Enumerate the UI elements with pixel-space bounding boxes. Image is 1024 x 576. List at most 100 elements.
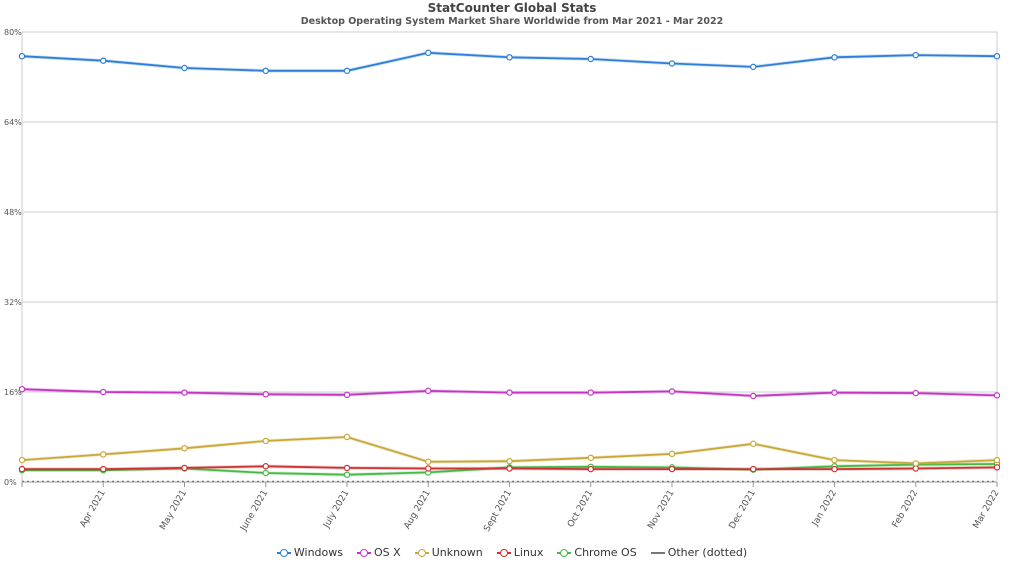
legend-swatch-icon [650, 548, 665, 558]
data-point[interactable] [425, 49, 432, 57]
y-tick-label: 80% [4, 28, 22, 37]
legend-label: Linux [513, 546, 544, 559]
legend-swatch-icon [276, 548, 291, 558]
grid-lines [21, 31, 998, 483]
legend-label: OS X [374, 546, 401, 559]
data-point[interactable] [262, 391, 269, 398]
data-point[interactable] [18, 456, 26, 464]
y-tick-label: 64% [4, 118, 22, 127]
data-point[interactable] [668, 450, 676, 458]
legend-item[interactable]: Chrome OS [557, 546, 637, 559]
legend-item[interactable]: OS X [357, 546, 401, 559]
x-tick-label: Dec 2021 [728, 489, 758, 531]
data-point[interactable] [668, 60, 676, 67]
y-axis-ticks: 0% 16% 32% 48% 64% 80% [4, 28, 22, 487]
data-point[interactable] [506, 54, 513, 61]
data-point[interactable] [18, 52, 26, 60]
data-point[interactable] [993, 392, 1001, 399]
data-point[interactable] [18, 465, 26, 473]
chart-subtitle: Desktop Operating System Market Share Wo… [300, 16, 724, 27]
legend-label: Unknown [431, 546, 483, 559]
x-tick-label: Apr 2021 [79, 489, 108, 530]
data-point[interactable] [262, 437, 269, 445]
data-point[interactable] [262, 463, 269, 470]
y-tick-label: 0% [4, 478, 17, 487]
data-point[interactable] [343, 471, 351, 478]
series-unknown [18, 433, 1001, 467]
y-tick-label: 32% [4, 298, 22, 307]
data-point[interactable] [912, 51, 919, 59]
data-point[interactable] [100, 465, 107, 473]
data-point[interactable] [750, 63, 757, 71]
legend-swatch-icon [496, 548, 511, 558]
legend-item[interactable]: Unknown [414, 546, 483, 559]
plot-area-frame [21, 31, 998, 483]
data-point[interactable] [587, 465, 594, 473]
data-point[interactable] [425, 458, 432, 465]
data-point[interactable] [587, 55, 594, 63]
data-point[interactable] [587, 389, 594, 396]
series-lines [18, 49, 1001, 482]
y-tick-label: 16% [4, 388, 22, 397]
data-point[interactable] [831, 465, 838, 473]
legend-label: Chrome OS [574, 546, 637, 559]
x-tick-label: Nov 2021 [646, 489, 676, 532]
data-point[interactable] [993, 464, 1001, 471]
legend-swatch-icon [414, 548, 429, 558]
data-point[interactable] [181, 464, 188, 472]
data-point[interactable] [425, 465, 432, 472]
data-point[interactable] [668, 388, 676, 395]
x-tick-label: May 2021 [158, 489, 189, 532]
x-tick-label: Oct 2021 [566, 489, 595, 530]
data-point[interactable] [831, 389, 838, 396]
legend-item[interactable]: Linux [496, 546, 544, 559]
data-point[interactable] [831, 54, 838, 61]
legend-swatch-icon [557, 548, 572, 558]
data-point[interactable] [587, 454, 594, 462]
data-point[interactable] [750, 440, 757, 447]
data-point[interactable] [100, 57, 107, 64]
data-point[interactable] [18, 385, 26, 393]
data-point[interactable] [262, 67, 269, 75]
data-point[interactable] [100, 388, 107, 396]
data-point[interactable] [425, 387, 432, 395]
chart-title: StatCounter Global Stats [427, 1, 597, 15]
legend-item[interactable]: Windows [276, 546, 343, 559]
data-point[interactable] [181, 445, 188, 452]
x-tick-label: Feb 2022 [891, 489, 921, 530]
data-point[interactable] [750, 392, 757, 400]
data-point[interactable] [668, 465, 676, 473]
x-axis-ticks: Apr 2021 May 2021 June 2021 July 2021 Aug 20… [21, 482, 1002, 534]
x-tick-label: July 2021 [321, 489, 351, 531]
series-linux [18, 463, 1001, 473]
legend-swatch-icon [357, 548, 371, 558]
data-point[interactable] [343, 433, 351, 441]
series-windows [18, 49, 1001, 75]
data-point[interactable] [750, 465, 757, 473]
data-point[interactable] [506, 465, 513, 472]
legend: Windows OS X Unknown Linux Chrome OS Other (d… [0, 546, 1024, 559]
data-point[interactable] [993, 456, 1001, 464]
data-point[interactable] [100, 451, 107, 458]
legend-label: Windows [293, 546, 343, 559]
data-point[interactable] [831, 456, 838, 464]
x-tick-label: Aug 2021 [403, 489, 433, 532]
data-point[interactable] [343, 391, 351, 399]
data-point[interactable] [181, 64, 188, 72]
data-point[interactable] [262, 469, 269, 477]
x-tick-label: June 2021 [239, 489, 271, 534]
data-point[interactable] [506, 457, 513, 465]
legend-item[interactable]: Other (dotted) [650, 546, 747, 559]
series-os-x [18, 385, 1001, 400]
x-tick-label: Mar 2022 [972, 489, 1002, 531]
data-point[interactable] [912, 389, 919, 397]
data-point[interactable] [343, 67, 351, 75]
data-point[interactable] [912, 465, 919, 472]
x-tick-label: Jan 2022 [810, 489, 839, 529]
data-point[interactable] [343, 464, 351, 472]
data-point[interactable] [912, 460, 919, 467]
data-point[interactable] [993, 52, 1001, 60]
data-point[interactable] [506, 389, 513, 396]
data-point[interactable] [181, 389, 188, 396]
